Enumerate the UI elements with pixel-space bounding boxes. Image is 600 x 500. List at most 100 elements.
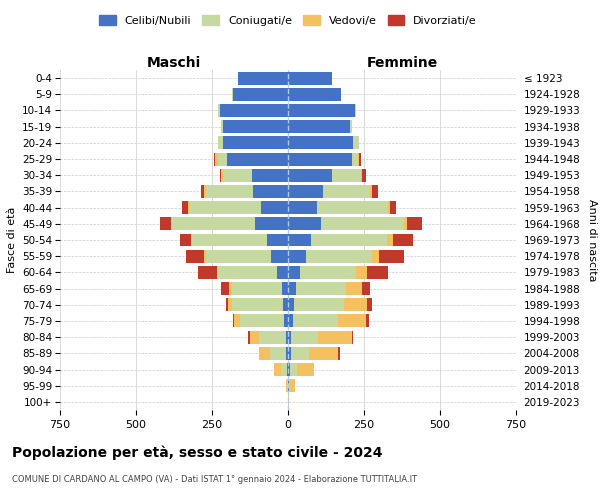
Bar — [228, 298, 232, 311]
Bar — [388, 201, 390, 214]
Bar — [270, 347, 286, 360]
Bar — [404, 218, 407, 230]
Bar — [367, 266, 388, 279]
Bar — [171, 218, 172, 230]
Bar — [286, 379, 287, 392]
Bar — [359, 152, 361, 166]
Bar — [288, 379, 289, 392]
Bar — [220, 169, 221, 181]
Bar — [205, 250, 206, 262]
Bar — [317, 201, 388, 214]
Bar — [260, 201, 288, 214]
Bar — [288, 234, 311, 246]
Bar — [288, 250, 306, 262]
Bar — [296, 282, 346, 295]
Bar — [206, 185, 253, 198]
Text: Popolazione per età, sesso e stato civile - 2024: Popolazione per età, sesso e stato civil… — [12, 445, 383, 460]
Bar — [288, 201, 317, 214]
Bar — [322, 218, 404, 230]
Bar — [221, 282, 229, 295]
Bar — [288, 298, 294, 311]
Bar — [253, 185, 288, 198]
Bar — [180, 234, 191, 246]
Y-axis label: Anni di nascita: Anni di nascita — [587, 198, 597, 281]
Bar — [358, 152, 359, 166]
Bar — [288, 330, 291, 344]
Bar — [218, 266, 277, 279]
Bar — [300, 266, 356, 279]
Bar — [286, 347, 288, 360]
Bar — [267, 234, 288, 246]
Bar — [371, 185, 377, 198]
Bar — [289, 379, 290, 392]
Bar — [297, 363, 314, 376]
Bar — [223, 169, 251, 181]
Bar — [294, 298, 344, 311]
Bar — [407, 218, 422, 230]
Bar — [288, 218, 322, 230]
Bar — [251, 169, 288, 181]
Bar — [290, 363, 297, 376]
Bar — [288, 104, 355, 117]
Bar — [291, 330, 319, 344]
Bar — [191, 234, 192, 246]
Bar — [365, 314, 368, 328]
Bar — [226, 298, 228, 311]
Bar — [356, 266, 367, 279]
Bar — [379, 250, 404, 262]
Bar — [259, 330, 286, 344]
Bar — [288, 185, 323, 198]
Bar — [387, 234, 393, 246]
Bar — [221, 169, 223, 181]
Bar — [160, 218, 171, 230]
Bar — [288, 347, 291, 360]
Bar — [192, 234, 267, 246]
Bar — [221, 120, 223, 133]
Y-axis label: Fasce di età: Fasce di età — [7, 207, 17, 273]
Bar — [393, 234, 413, 246]
Bar — [218, 152, 227, 166]
Bar — [291, 347, 309, 360]
Text: COMUNE DI CARDANO AL CAMPO (VA) - Dati ISTAT 1° gennaio 2024 - Elaborazione TUTT: COMUNE DI CARDANO AL CAMPO (VA) - Dati I… — [12, 475, 417, 484]
Bar — [361, 169, 362, 181]
Bar — [283, 298, 288, 311]
Bar — [332, 169, 361, 181]
Bar — [282, 282, 288, 295]
Bar — [309, 347, 338, 360]
Bar — [229, 282, 232, 295]
Bar — [344, 298, 367, 311]
Bar — [215, 152, 218, 166]
Text: Maschi: Maschi — [147, 56, 201, 70]
Bar — [232, 88, 233, 101]
Text: Femmine: Femmine — [367, 56, 437, 70]
Bar — [227, 152, 288, 166]
Bar — [199, 266, 217, 279]
Bar — [172, 218, 254, 230]
Bar — [288, 169, 332, 181]
Bar — [205, 185, 206, 198]
Bar — [288, 282, 296, 295]
Bar — [288, 363, 290, 376]
Bar — [232, 298, 283, 311]
Bar — [274, 363, 281, 376]
Bar — [259, 347, 270, 360]
Bar — [271, 250, 288, 262]
Bar — [214, 152, 215, 166]
Bar — [390, 201, 396, 214]
Bar — [206, 250, 271, 262]
Bar — [288, 72, 332, 85]
Bar — [288, 136, 353, 149]
Bar — [188, 201, 189, 214]
Bar — [202, 185, 205, 198]
Bar — [287, 363, 288, 376]
Bar — [367, 298, 371, 311]
Bar — [350, 120, 352, 133]
Bar — [281, 363, 287, 376]
Bar — [248, 330, 250, 344]
Bar — [355, 104, 356, 117]
Bar — [352, 330, 353, 344]
Bar — [220, 104, 288, 117]
Bar — [254, 218, 288, 230]
Bar — [288, 88, 341, 101]
Bar — [233, 88, 288, 101]
